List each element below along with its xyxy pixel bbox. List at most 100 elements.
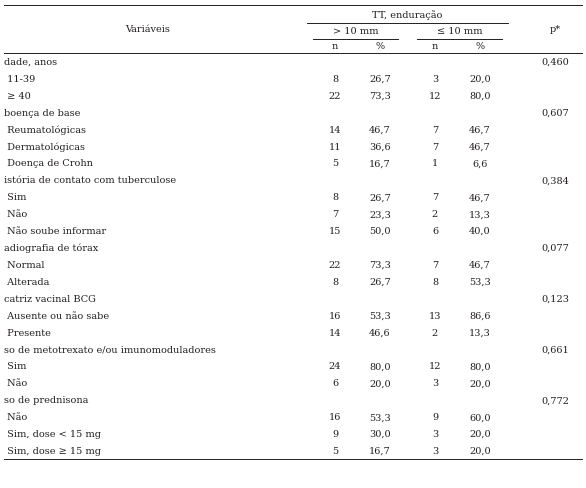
Text: 0,123: 0,123 <box>541 294 569 303</box>
Text: 6: 6 <box>332 379 338 387</box>
Text: 46,7: 46,7 <box>369 125 391 134</box>
Text: 60,0: 60,0 <box>469 412 490 421</box>
Text: 0,384: 0,384 <box>541 176 569 185</box>
Text: 2: 2 <box>432 210 438 219</box>
Text: ≤ 10 mm: ≤ 10 mm <box>437 27 482 37</box>
Text: 30,0: 30,0 <box>369 429 391 438</box>
Text: 7: 7 <box>432 193 438 202</box>
Text: so de metotrexato e/ou imunomoduladores: so de metotrexato e/ou imunomoduladores <box>4 345 216 354</box>
Text: Não: Não <box>4 379 28 387</box>
Text: 53,3: 53,3 <box>369 412 391 421</box>
Text: ≥ 40: ≥ 40 <box>4 92 30 101</box>
Text: Não: Não <box>4 412 28 421</box>
Text: 0,661: 0,661 <box>541 345 569 354</box>
Text: 7: 7 <box>432 261 438 269</box>
Text: 6,6: 6,6 <box>472 159 488 168</box>
Text: 14: 14 <box>329 125 341 134</box>
Text: Sim, dose < 15 mg: Sim, dose < 15 mg <box>4 429 101 438</box>
Text: 8: 8 <box>332 193 338 202</box>
Text: 3: 3 <box>432 429 438 438</box>
Text: 20,0: 20,0 <box>369 379 391 387</box>
Text: 23,3: 23,3 <box>369 210 391 219</box>
Text: n: n <box>332 42 338 51</box>
Text: TT, enduração: TT, enduração <box>372 10 442 20</box>
Text: 24: 24 <box>329 362 341 371</box>
Text: Variáveis: Variáveis <box>125 25 170 35</box>
Text: Sim: Sim <box>4 362 26 371</box>
Text: 13,3: 13,3 <box>469 328 491 337</box>
Text: 46,7: 46,7 <box>469 142 491 151</box>
Text: 9: 9 <box>432 412 438 421</box>
Text: Dermatológicas: Dermatológicas <box>4 142 85 151</box>
Text: 3: 3 <box>432 446 438 455</box>
Text: 40,0: 40,0 <box>469 226 491 236</box>
Text: 12: 12 <box>429 362 441 371</box>
Text: 0,607: 0,607 <box>541 108 569 118</box>
Text: 73,3: 73,3 <box>369 92 391 101</box>
Text: 86,6: 86,6 <box>469 311 490 320</box>
Text: 3: 3 <box>432 75 438 84</box>
Text: 13: 13 <box>429 311 441 320</box>
Text: 0,077: 0,077 <box>541 244 569 252</box>
Text: Normal: Normal <box>4 261 45 269</box>
Text: 46,7: 46,7 <box>469 125 491 134</box>
Text: boença de base: boença de base <box>4 108 80 118</box>
Text: istória de contato com tuberculose: istória de contato com tuberculose <box>4 176 176 185</box>
Text: n: n <box>432 42 438 51</box>
Text: dade, anos: dade, anos <box>4 58 57 67</box>
Text: 53,3: 53,3 <box>369 311 391 320</box>
Text: 16: 16 <box>329 311 341 320</box>
Text: 9: 9 <box>332 429 338 438</box>
Text: 15: 15 <box>329 226 341 236</box>
Text: Doença de Crohn: Doença de Crohn <box>4 159 93 168</box>
Text: 46,6: 46,6 <box>369 328 391 337</box>
Text: 7: 7 <box>432 142 438 151</box>
Text: 16,7: 16,7 <box>369 159 391 168</box>
Text: Não soube informar: Não soube informar <box>4 226 106 236</box>
Text: 14: 14 <box>329 328 341 337</box>
Text: Sim, dose ≥ 15 mg: Sim, dose ≥ 15 mg <box>4 446 101 455</box>
Text: 8: 8 <box>332 277 338 286</box>
Text: 20,0: 20,0 <box>469 446 491 455</box>
Text: 26,7: 26,7 <box>369 75 391 84</box>
Text: Presente: Presente <box>4 328 51 337</box>
Text: 2: 2 <box>432 328 438 337</box>
Text: 11: 11 <box>329 142 341 151</box>
Text: 13,3: 13,3 <box>469 210 491 219</box>
Text: 46,7: 46,7 <box>469 193 491 202</box>
Text: so de prednisona: so de prednisona <box>4 395 88 405</box>
Text: 8: 8 <box>332 75 338 84</box>
Text: Alterada: Alterada <box>4 277 49 286</box>
Text: 7: 7 <box>332 210 338 219</box>
Text: 0,772: 0,772 <box>541 395 569 405</box>
Text: 26,7: 26,7 <box>369 277 391 286</box>
Text: 8: 8 <box>432 277 438 286</box>
Text: 26,7: 26,7 <box>369 193 391 202</box>
Text: 53,3: 53,3 <box>469 277 491 286</box>
Text: 20,0: 20,0 <box>469 429 491 438</box>
Text: 5: 5 <box>332 159 338 168</box>
Text: 80,0: 80,0 <box>469 92 490 101</box>
Text: 7: 7 <box>432 125 438 134</box>
Text: 73,3: 73,3 <box>369 261 391 269</box>
Text: 11-39: 11-39 <box>4 75 35 84</box>
Text: 3: 3 <box>432 379 438 387</box>
Text: Sim: Sim <box>4 193 26 202</box>
Text: 12: 12 <box>429 92 441 101</box>
Text: 22: 22 <box>329 92 341 101</box>
Text: p*: p* <box>550 25 561 35</box>
Text: 16,7: 16,7 <box>369 446 391 455</box>
Text: 80,0: 80,0 <box>469 362 490 371</box>
Text: > 10 mm: > 10 mm <box>333 27 378 37</box>
Text: catriz vacinal BCG: catriz vacinal BCG <box>4 294 96 303</box>
Text: %: % <box>376 42 384 51</box>
Text: 36,6: 36,6 <box>369 142 391 151</box>
Text: 16: 16 <box>329 412 341 421</box>
Text: 1: 1 <box>432 159 438 168</box>
Text: %: % <box>475 42 485 51</box>
Text: 5: 5 <box>332 446 338 455</box>
Text: Ausente ou não sabe: Ausente ou não sabe <box>4 311 109 320</box>
Text: 6: 6 <box>432 226 438 236</box>
Text: 0,460: 0,460 <box>541 58 569 67</box>
Text: Reumatológicas: Reumatológicas <box>4 125 86 135</box>
